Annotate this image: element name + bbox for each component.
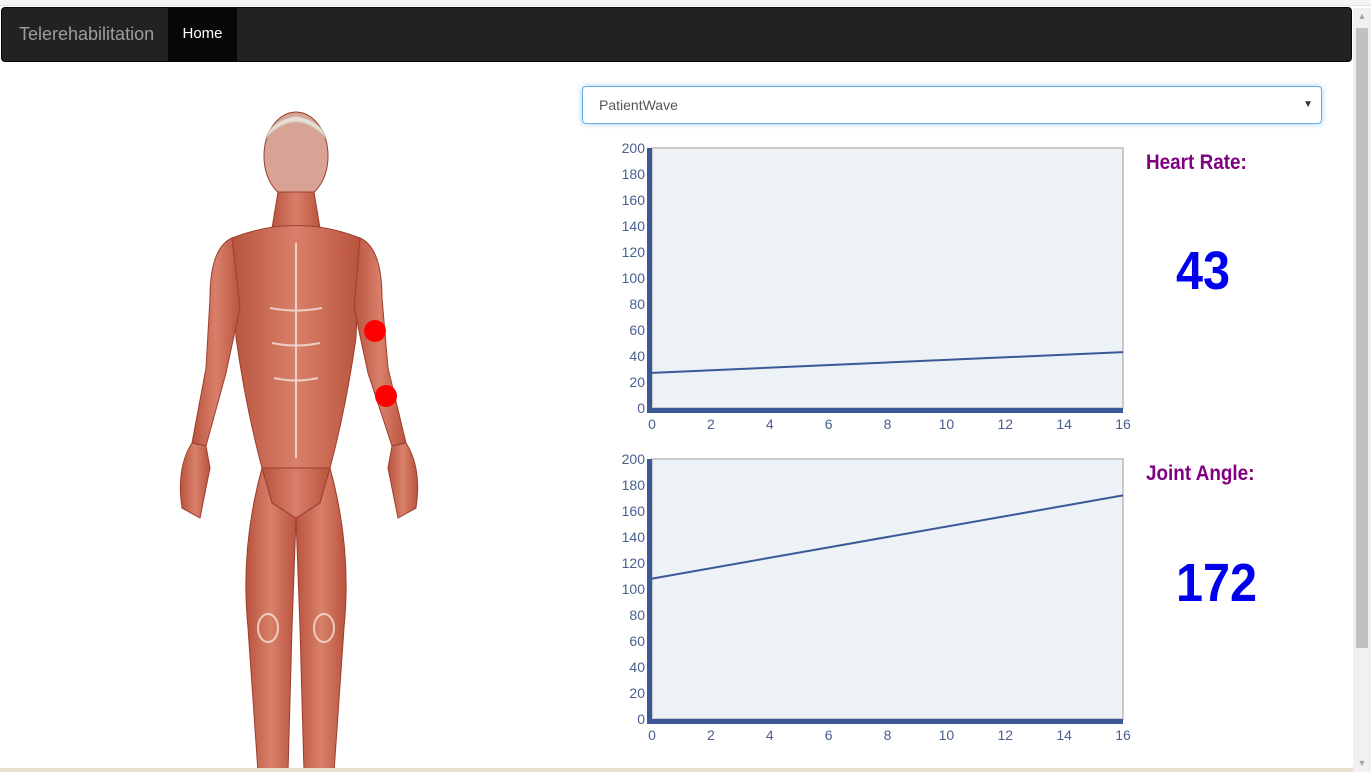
page-scrollbar[interactable]: ▲ ▼ — [1353, 8, 1371, 772]
y-tick-label: 200 — [622, 140, 646, 156]
x-tick-label: 16 — [1115, 416, 1131, 432]
scroll-down-arrow-icon[interactable]: ▼ — [1357, 758, 1367, 768]
chevron-down-icon: ▼ — [1303, 99, 1313, 110]
sensor-marker-lower[interactable] — [375, 385, 397, 407]
plot-area — [651, 147, 1124, 409]
y-tick-label: 180 — [622, 477, 646, 493]
y-tick-label: 160 — [622, 503, 646, 519]
y-tick-label: 100 — [622, 270, 646, 286]
joint-angle-label: Joint Angle: — [1146, 462, 1255, 485]
y-tick-label: 200 — [622, 451, 646, 467]
y-tick-label: 20 — [629, 685, 645, 701]
x-tick-label: 10 — [939, 416, 955, 432]
y-tick-label: 80 — [629, 607, 645, 623]
y-tick-label: 0 — [637, 400, 645, 416]
y-tick-label: 160 — [622, 192, 646, 208]
y-tick-label: 20 — [629, 374, 645, 390]
y-tick-label: 140 — [622, 529, 646, 545]
plot-area — [651, 458, 1124, 720]
heart-rate-value: 43 — [1176, 241, 1231, 301]
x-tick-label: 10 — [939, 727, 955, 743]
series-line — [651, 351, 1124, 374]
y-tick-label: 120 — [622, 244, 646, 260]
y-tick-label: 140 — [622, 218, 646, 234]
scrollbar-thumb[interactable] — [1356, 28, 1368, 648]
y-axis-bar — [647, 459, 652, 724]
x-tick-label: 8 — [884, 727, 892, 743]
navbar-brand[interactable]: Telerehabilitation — [19, 24, 155, 44]
y-tick-label: 60 — [629, 322, 645, 338]
x-tick-label: 2 — [707, 727, 715, 743]
x-tick-label: 6 — [825, 727, 833, 743]
x-tick-label: 14 — [1056, 727, 1072, 743]
browser-top-edge — [0, 0, 1371, 6]
y-tick-label: 0 — [637, 711, 645, 727]
x-tick-label: 6 — [825, 416, 833, 432]
patient-select[interactable]: PatientWave ▼ — [582, 86, 1322, 124]
y-tick-label: 100 — [622, 581, 646, 597]
x-tick-label: 4 — [766, 416, 774, 432]
heart-rate-chart: 0 20 40 60 80 100 120 140 160 180 200 0 2 4 6 8 10 12 14 16 — [600, 138, 1140, 438]
x-tick-label: 4 — [766, 727, 774, 743]
y-tick-label: 80 — [629, 296, 645, 312]
nav-home-link[interactable]: Home — [168, 8, 237, 61]
heart-rate-label: Heart Rate: — [1146, 151, 1247, 174]
x-tick-label: 12 — [997, 727, 1013, 743]
page-bottom-edge — [0, 768, 1353, 772]
y-tick-label: 120 — [622, 555, 646, 571]
y-tick-label: 180 — [622, 166, 646, 182]
navbar: Telerehabilitation Home — [1, 7, 1352, 62]
x-tick-label: 0 — [648, 727, 656, 743]
joint-angle-value: 172 — [1176, 553, 1258, 613]
x-axis-bar — [647, 719, 1123, 724]
x-tick-label: 16 — [1115, 727, 1131, 743]
y-tick-label: 40 — [629, 659, 645, 675]
x-tick-label: 8 — [884, 416, 892, 432]
anatomy-body-image — [179, 111, 419, 772]
patient-select-value: PatientWave — [599, 97, 678, 113]
x-tick-label: 0 — [648, 416, 656, 432]
y-tick-label: 60 — [629, 633, 645, 649]
sensor-markers — [364, 320, 397, 407]
scroll-up-arrow-icon[interactable]: ▲ — [1357, 11, 1367, 21]
sensor-marker-upper[interactable] — [364, 320, 386, 342]
x-tick-label: 14 — [1056, 416, 1072, 432]
joint-angle-chart: 0 20 40 60 80 100 120 140 160 180 200 0 2 4 6 8 10 12 14 16 — [600, 449, 1140, 749]
x-tick-label: 12 — [997, 416, 1013, 432]
x-tick-label: 2 — [707, 416, 715, 432]
y-axis-bar — [647, 148, 652, 413]
series-line — [651, 494, 1124, 580]
y-tick-label: 40 — [629, 348, 645, 364]
x-axis-bar — [647, 408, 1123, 413]
